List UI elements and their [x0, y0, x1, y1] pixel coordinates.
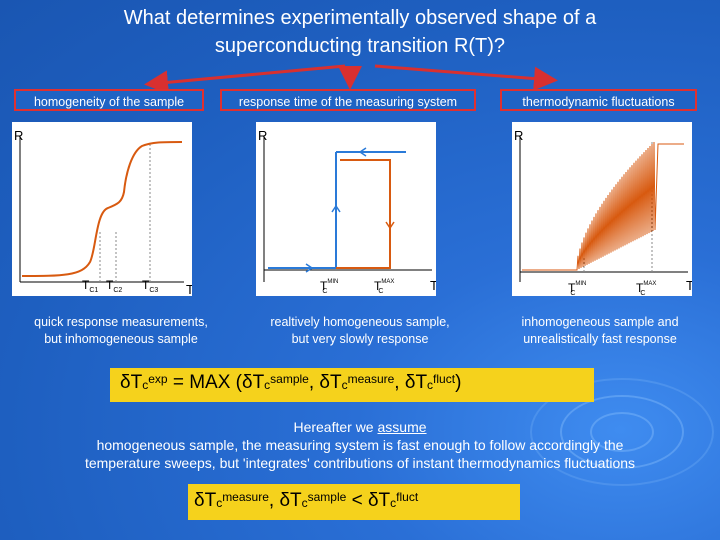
transition-curve — [21, 141, 183, 277]
caption-middle: realtively homogeneous sample, but very … — [248, 314, 472, 348]
panel-fast-response: R T TMIN C TMAX C — [512, 122, 694, 297]
tick-tc-max: TMAX C — [374, 279, 394, 295]
title-arrows — [144, 64, 558, 95]
fluctuation-trace — [522, 141, 684, 271]
tick-tc-min: TMIN C — [568, 281, 586, 296]
cooling-curve — [268, 152, 337, 269]
x-axis-label: T — [686, 278, 692, 293]
caption-right-line-1: inhomogeneous sample and — [521, 315, 679, 329]
tick-tc-max: TMAX C — [636, 281, 656, 296]
caption-right: inhomogeneous sample and unrealistically… — [494, 314, 706, 348]
water-ripple-decoration — [530, 378, 714, 486]
tick-tc1: TC1 — [82, 278, 98, 294]
title-line-1: What determines experimentally observed … — [123, 7, 597, 29]
hysteresis-loop — [336, 159, 391, 269]
label-homogeneity: homogeneity of the sample — [14, 89, 204, 111]
y-axis-label: R — [258, 128, 267, 143]
panel-slow-response: R T TMIN C TMAX C — [256, 122, 438, 296]
formula-inequality-box: δTcmeasure, δTcsample < δTcfluct — [188, 484, 520, 520]
y-axis-label: R — [14, 128, 23, 143]
assumption-paragraph: Hereafter we assume homogeneous sample, … — [20, 418, 700, 472]
caption-middle-line-2: but very slowly response — [291, 332, 429, 346]
fluctuation-curve — [522, 141, 684, 271]
slide-title: What determines experimentally observed … — [40, 4, 680, 60]
x-axis-label: T — [186, 282, 192, 296]
caption-right-line-2: unrealistically fast response — [523, 332, 677, 346]
title-line-2: superconducting transition R(T)? — [214, 35, 506, 57]
paragraph-line-2: homogeneous sample, the measuring system… — [96, 437, 624, 453]
caption-left-line-2: but inhomogeneous sample — [44, 332, 198, 346]
paragraph-line-3: temperature sweeps, but 'integrates' con… — [84, 455, 636, 471]
arrow-to-right-label — [374, 64, 558, 91]
label-response-time: response time of the measuring system — [220, 89, 476, 111]
panel-inhomogeneous-sample: R T TC1 TC2 TC3 — [12, 122, 194, 297]
y-axis-label: R — [514, 128, 523, 143]
caption-middle-line-1: realtively homogeneous sample, — [270, 315, 450, 329]
caption-left: quick response measurements, but inhomog… — [14, 314, 228, 348]
x-axis-label: T — [430, 278, 436, 293]
label-fluctuations: thermodynamic fluctuations — [500, 89, 697, 111]
formula-max-box: δTcexp = MAX (δTcsample, δTcmeasure, δTc… — [110, 368, 594, 402]
paragraph-line-1: Hereafter we assume — [293, 419, 427, 435]
tick-tc-min: TMIN C — [320, 279, 338, 295]
caption-left-line-1: quick response measurements, — [34, 315, 208, 329]
tick-tc3: TC3 — [142, 278, 158, 294]
arrow-to-left-label — [144, 64, 346, 95]
tick-tc2: TC2 — [106, 278, 122, 294]
